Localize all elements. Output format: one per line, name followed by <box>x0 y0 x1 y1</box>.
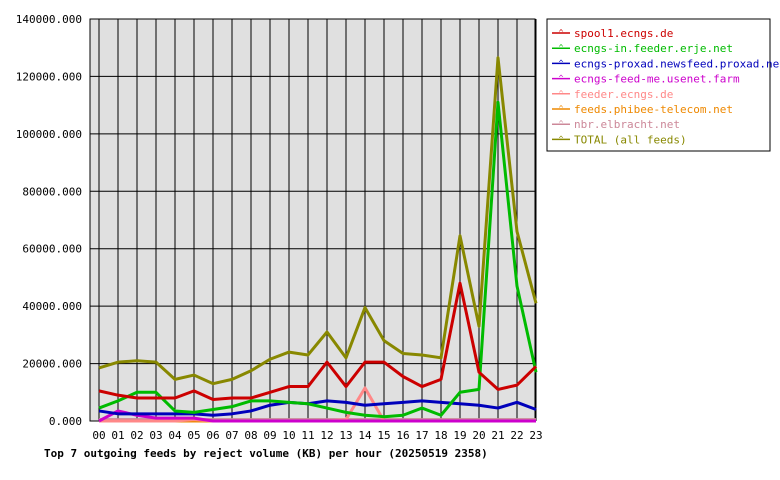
legend-item: ^ nbr.elbracht.net <box>552 118 680 131</box>
legend-swatch-marker: ^ <box>559 28 564 37</box>
legend-label: spool1.ecngs.de <box>574 27 673 40</box>
y-tick-label: 80000.000 <box>22 185 82 198</box>
x-tick-label: 15 <box>377 429 390 442</box>
series-line-8 <box>98 56 538 386</box>
legend-swatch-marker: ^ <box>559 74 564 83</box>
legend-label: feeds.phibee-telecom.net <box>574 103 733 116</box>
legend-label: nbr.elbracht.net <box>574 118 680 131</box>
legend-label: ecngs-in.feeder.erje.net <box>574 42 733 55</box>
legend-swatch-marker: ^ <box>559 134 564 143</box>
legend-item: ^ ecngs-feed-me.usenet.farm <box>552 73 740 86</box>
legend-item: ^ spool1.ecngs.de <box>552 27 673 40</box>
legend-swatch-marker: ^ <box>559 58 564 67</box>
x-tick-label: 20 <box>472 429 485 442</box>
series-lines <box>98 56 538 423</box>
legend-swatch-marker: ^ <box>559 89 564 98</box>
legend-item: ^ TOTAL (all feeds) <box>552 133 687 146</box>
series-line-2 <box>98 100 538 419</box>
y-axis-labels: 0.000 20000.000 40000.000 60000.000 80000.00… <box>16 13 82 428</box>
x-tick-label: 18 <box>434 429 447 442</box>
series-line-1 <box>98 281 538 401</box>
legend-label: feeder.ecngs.de <box>574 88 673 101</box>
x-tick-label: 23 <box>529 429 542 442</box>
x-tick-label: 22 <box>510 429 523 442</box>
y-tick-label: 40000.000 <box>22 300 82 313</box>
y-tick-label: 100000.000 <box>16 128 82 141</box>
legend-label: TOTAL (all feeds) <box>574 133 687 146</box>
legend-swatch-marker: ^ <box>559 119 564 128</box>
x-tick-label: 06 <box>206 429 219 442</box>
x-tick-label: 11 <box>301 429 314 442</box>
legend-label: ecngs-feed-me.usenet.farm <box>574 73 740 86</box>
y-tick-label: 20000.000 <box>22 358 82 371</box>
legend-item: ^ feeds.phibee-telecom.net <box>552 103 733 116</box>
x-tick-label: 05 <box>187 429 200 442</box>
x-tick-label: 10 <box>282 429 295 442</box>
legend-box <box>546 18 771 152</box>
plot-area <box>89 18 536 422</box>
chart-title: Top 7 outgoing feeds by reject volume (K… <box>44 447 488 460</box>
x-tick-label: 02 <box>130 429 143 442</box>
legend-item: ^ feeder.ecngs.de <box>552 88 673 101</box>
x-tick-label: 19 <box>453 429 466 442</box>
x-tick-label: 21 <box>491 429 504 442</box>
x-tick-label: 13 <box>339 429 352 442</box>
x-tick-label: 01 <box>111 429 124 442</box>
grid <box>90 18 537 422</box>
legend: ^ spool1.ecngs.de ^ ecngs-in.feeder.erje.ne… <box>546 18 780 152</box>
y-tick-label: 0.000 <box>49 415 82 428</box>
x-tick-label: 00 <box>92 429 105 442</box>
x-tick-label: 12 <box>320 429 333 442</box>
x-tick-label: 14 <box>358 429 372 442</box>
x-tick-label: 04 <box>168 429 182 442</box>
legend-swatch-marker: ^ <box>559 43 564 52</box>
y-tick-label: 60000.000 <box>22 243 82 256</box>
x-tick-label: 16 <box>396 429 409 442</box>
series-line-4 <box>98 409 536 423</box>
legend-items: ^ spool1.ecngs.de ^ ecngs-in.feeder.erje.ne… <box>552 27 780 146</box>
legend-swatch-marker: ^ <box>559 104 564 113</box>
x-tick-label: 07 <box>225 429 238 442</box>
x-tick-label: 17 <box>415 429 428 442</box>
legend-item: ^ ecngs-in.feeder.erje.net <box>552 42 733 55</box>
x-tick-label: 08 <box>244 429 257 442</box>
y-tick-label: 140000.000 <box>16 13 82 26</box>
legend-label: ecngs-proxad.newsfeed.proxad.net <box>574 57 780 70</box>
series-line-3 <box>98 399 537 417</box>
x-tick-label: 09 <box>263 429 276 442</box>
x-tick-label: 03 <box>149 429 162 442</box>
legend-item: ^ ecngs-proxad.newsfeed.proxad.net <box>552 57 780 70</box>
y-tick-label: 120000.000 <box>16 70 82 83</box>
x-axis-labels: 00 01 02 03 04 05 06 07 08 09 10 11 12 13 14 15 16 17 18 19… <box>92 429 542 442</box>
